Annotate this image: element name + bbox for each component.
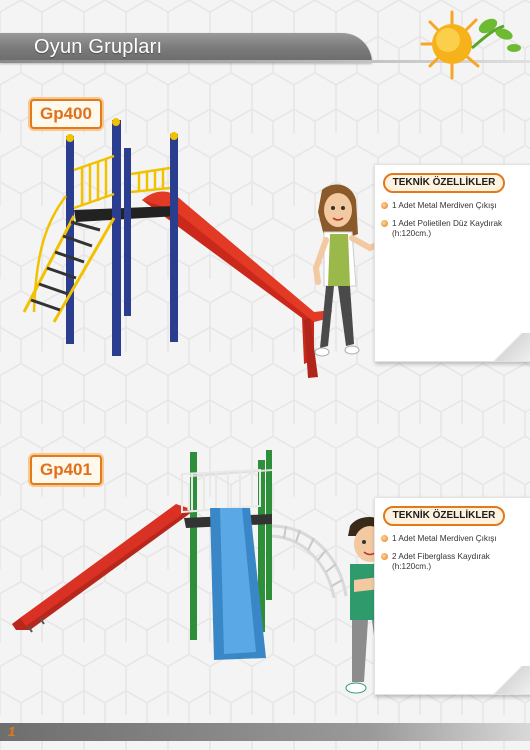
product-code-tag: Gp400	[30, 99, 102, 129]
page-curl	[485, 666, 530, 694]
header-line	[0, 60, 530, 63]
spec-item: 2 Adet Fiberglass Kaydırak (h:120cm.)	[381, 552, 527, 572]
bullet-icon	[381, 553, 388, 560]
bullet-icon	[381, 535, 388, 542]
spec-card-title: TEKNİK ÖZELLİKLER	[383, 506, 505, 526]
spec-card: TEKNİK ÖZELLİKLER 1 Adet Metal Merdiven …	[374, 164, 530, 362]
spec-list: 1 Adet Metal Merdiven Çıkışı 2 Adet Fibe…	[381, 534, 527, 580]
page-title: Oyun Grupları	[34, 36, 163, 58]
spec-card-title: TEKNİK ÖZELLİKLER	[383, 173, 505, 193]
bullet-icon	[381, 202, 388, 209]
page-number: 1	[8, 724, 16, 739]
footer-bar	[0, 723, 530, 741]
spec-item: 1 Adet Metal Merdiven Çıkışı	[381, 201, 527, 211]
girl-character-illustration	[312, 184, 385, 357]
spec-card: TEKNİK ÖZELLİKLER 1 Adet Metal Merdiven …	[374, 497, 530, 695]
product-code-tag: Gp401	[30, 455, 102, 485]
page-curl	[485, 333, 530, 361]
bullet-icon	[381, 220, 388, 227]
header-bar	[0, 33, 372, 63]
spec-list: 1 Adet Metal Merdiven Çıkışı 1 Adet Poli…	[381, 201, 527, 247]
sun-logo-icon	[420, 10, 521, 80]
spec-item: 1 Adet Metal Merdiven Çıkışı	[381, 534, 527, 544]
playground-slide-illustration	[22, 118, 332, 378]
playground-slide-illustration	[12, 450, 348, 660]
spec-item: 1 Adet Polietilen Düz Kaydırak (h:120cm.…	[381, 219, 527, 239]
